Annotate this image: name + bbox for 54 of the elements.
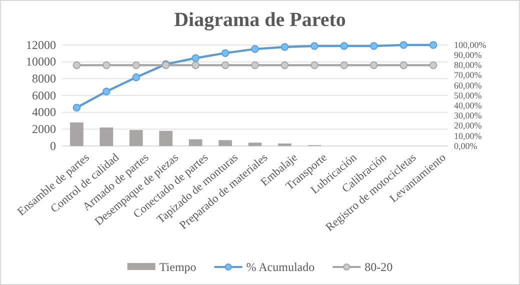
- y2-tick-label: 0,00%: [454, 140, 478, 151]
- point: [280, 61, 289, 70]
- bar: [248, 142, 262, 146]
- point: [72, 61, 81, 70]
- point: [132, 61, 140, 70]
- point: [132, 73, 140, 82]
- y-tick-label: 10000: [26, 54, 56, 69]
- legend-label: Tiempo: [159, 260, 196, 274]
- chart-title: Diagrama de Pareto: [174, 9, 346, 31]
- legend-label: 80-20: [364, 260, 393, 274]
- point: [400, 41, 408, 49]
- y2-tick-label: 10,00%: [454, 130, 482, 141]
- point: [251, 45, 259, 53]
- y-tick-label: 12000: [26, 38, 56, 52]
- point: [221, 61, 230, 70]
- bar: [218, 140, 232, 146]
- y2-tick-label: 20,00%: [454, 120, 482, 131]
- bar: [129, 130, 143, 146]
- y-tick-label: 0: [50, 138, 56, 153]
- y2-tick-label: 30,00%: [454, 110, 482, 121]
- point: [192, 61, 200, 70]
- y2-tick-label: 50,00%: [454, 90, 482, 100]
- y-tick-label: 4000: [32, 105, 56, 120]
- y2-tick-label: 90,00%: [454, 50, 482, 60]
- point: [370, 42, 378, 50]
- point: [429, 61, 438, 70]
- point: [280, 43, 289, 51]
- point: [72, 104, 81, 112]
- point: [340, 61, 348, 70]
- y2-tick-label: 40,00%: [454, 100, 482, 110]
- legend-label: % Acumulado: [246, 260, 315, 274]
- y-tick-label: 2000: [32, 122, 56, 136]
- point: [429, 41, 438, 49]
- point: [221, 49, 230, 57]
- bar: [100, 127, 114, 146]
- y-tick-label: 6000: [32, 88, 56, 102]
- point: [251, 61, 259, 70]
- point: [340, 42, 348, 50]
- bar: [188, 139, 202, 146]
- y-tick-label: 8000: [32, 72, 56, 86]
- bar: [159, 130, 173, 146]
- y2-tick-label: 60,00%: [454, 80, 482, 90]
- point: [400, 61, 408, 70]
- y2-tick-label: 80,00%: [454, 60, 482, 70]
- bar: [278, 143, 292, 146]
- point: [310, 61, 318, 70]
- point: [102, 61, 110, 70]
- y2-tick-label: 70,00%: [454, 70, 482, 80]
- point: [310, 42, 318, 50]
- point: [370, 61, 378, 70]
- point: [102, 88, 110, 96]
- bar: [70, 122, 84, 146]
- point: [192, 54, 200, 62]
- y2-tick-label: 100,00%: [454, 40, 487, 50]
